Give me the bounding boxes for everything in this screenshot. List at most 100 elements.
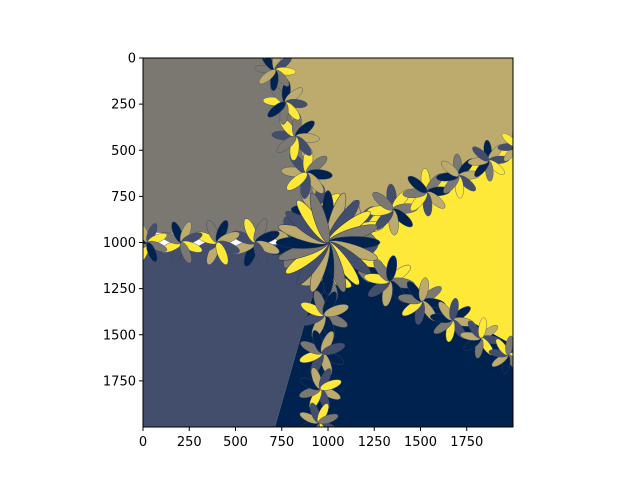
fractal-petal: [386, 255, 398, 282]
region-yellow: [328, 140, 513, 345]
fractal-petal: [76, 241, 89, 260]
fractal-petal: [266, 36, 286, 45]
fractal-petal: [253, 242, 268, 267]
fractal-petal: [247, 34, 267, 43]
fractal-petal: [517, 141, 537, 150]
fractal-bulb: [467, 139, 510, 182]
fractal-bulb: [436, 153, 481, 199]
fractal-petal: [263, 37, 281, 56]
fractal-petal: [527, 370, 537, 389]
y-tick-label: 1750: [103, 374, 136, 389]
fractal-petal: [472, 146, 490, 162]
fractal-petal: [513, 146, 522, 166]
fractal-petal: [306, 466, 318, 480]
fractal-petal: [85, 233, 104, 246]
fractal-petal: [314, 453, 327, 474]
fractal-petal: [252, 11, 260, 29]
fractal-petal: [478, 317, 487, 339]
fractal-petal: [298, 451, 319, 464]
fractal-petal: [276, 135, 297, 153]
fractal-petal: [407, 175, 428, 194]
fractal-bulb: [497, 126, 537, 166]
fractal-bulb: [430, 297, 475, 343]
heatmap-image: [68, 0, 562, 480]
y-tick-label: 1500: [103, 328, 136, 343]
fractal-petal: [239, 6, 257, 14]
fractal-petal: [543, 128, 561, 136]
fractal-bulb: [247, 20, 286, 60]
fractal-petal: [258, 69, 276, 85]
fractal-petal: [517, 368, 535, 384]
fractal-petal: [530, 353, 540, 372]
fractal-bulb: [488, 335, 513, 374]
fractal-petal: [539, 115, 547, 133]
fractal-center: [275, 190, 381, 295]
fractal-petal: [298, 473, 317, 480]
y-tick-label: 500: [111, 144, 136, 159]
fractal-petal: [526, 129, 544, 137]
fractal-petal: [261, 58, 269, 60]
fractal-petal: [315, 451, 335, 466]
fractal-bulb: [524, 113, 562, 151]
fractal-bulb: [460, 317, 502, 359]
fractal-bulb: [398, 277, 446, 325]
fractal-petal: [249, 37, 268, 55]
fractal-petal: [85, 239, 104, 252]
fractal-petal: [515, 144, 534, 162]
fractal-petal: [257, 8, 275, 16]
x-tick-label: 0: [139, 435, 147, 450]
fractal-bulb: [508, 346, 558, 396]
fractal-bulb: [281, 147, 333, 199]
fractal-petal: [243, 0, 260, 13]
fractal-petal: [449, 297, 459, 321]
fractal-bulb: [271, 112, 320, 161]
fractal-petal: [68, 233, 87, 246]
fractal-petal: [146, 242, 158, 262]
fractal-petal: [541, 130, 559, 147]
fractal-petal: [530, 369, 546, 387]
fractal-petal: [68, 239, 87, 252]
fractal-bulb: [292, 460, 340, 480]
x-tick-label: 750: [269, 435, 294, 450]
fractal-petal: [83, 225, 96, 244]
fractal-petal: [533, 367, 552, 377]
fractal-petal: [372, 191, 394, 211]
y-tick-label: 0: [128, 52, 136, 67]
fractal-petal: [267, 101, 286, 118]
fractal-petal: [312, 467, 326, 480]
fractal-petal: [531, 358, 549, 374]
fractal-petal: [514, 129, 532, 148]
fractal-bulb: [299, 290, 349, 340]
y-tick-label: 250: [111, 98, 136, 113]
y-tick-label: 1000: [103, 236, 136, 251]
fractal-petal: [255, 0, 273, 14]
fractal-petal: [286, 172, 308, 191]
x-tick-label: 1250: [358, 435, 391, 450]
fractal-petal: [320, 379, 342, 391]
fractal-petal: [528, 118, 546, 135]
center-petal: [309, 192, 331, 243]
x-tick-label: 1000: [311, 435, 344, 450]
fractal-petal: [264, 25, 283, 43]
x-tick-label: 1500: [404, 435, 437, 450]
fractal-petal: [318, 413, 339, 425]
fractal-petal: [83, 241, 96, 260]
x-tick-label: 500: [223, 435, 248, 450]
fractal-petal: [255, 9, 272, 27]
fractal-petal: [503, 145, 513, 162]
fractal-petal: [251, 23, 269, 42]
fractal-petal: [262, 20, 271, 40]
fractal-petal: [418, 277, 429, 302]
fractal-petal: [440, 160, 460, 177]
fractal-petal: [520, 354, 536, 372]
fractal-petal: [501, 133, 513, 147]
fractal-petal: [323, 304, 349, 318]
fractal-petal: [529, 130, 546, 148]
fractal-petal: [541, 117, 558, 135]
fractal-petal: [515, 364, 534, 374]
fractal-petal: [241, 9, 259, 26]
fractal-bulb: [254, 58, 297, 91]
fractal-petal: [321, 342, 346, 355]
fractal-petal: [314, 475, 333, 480]
